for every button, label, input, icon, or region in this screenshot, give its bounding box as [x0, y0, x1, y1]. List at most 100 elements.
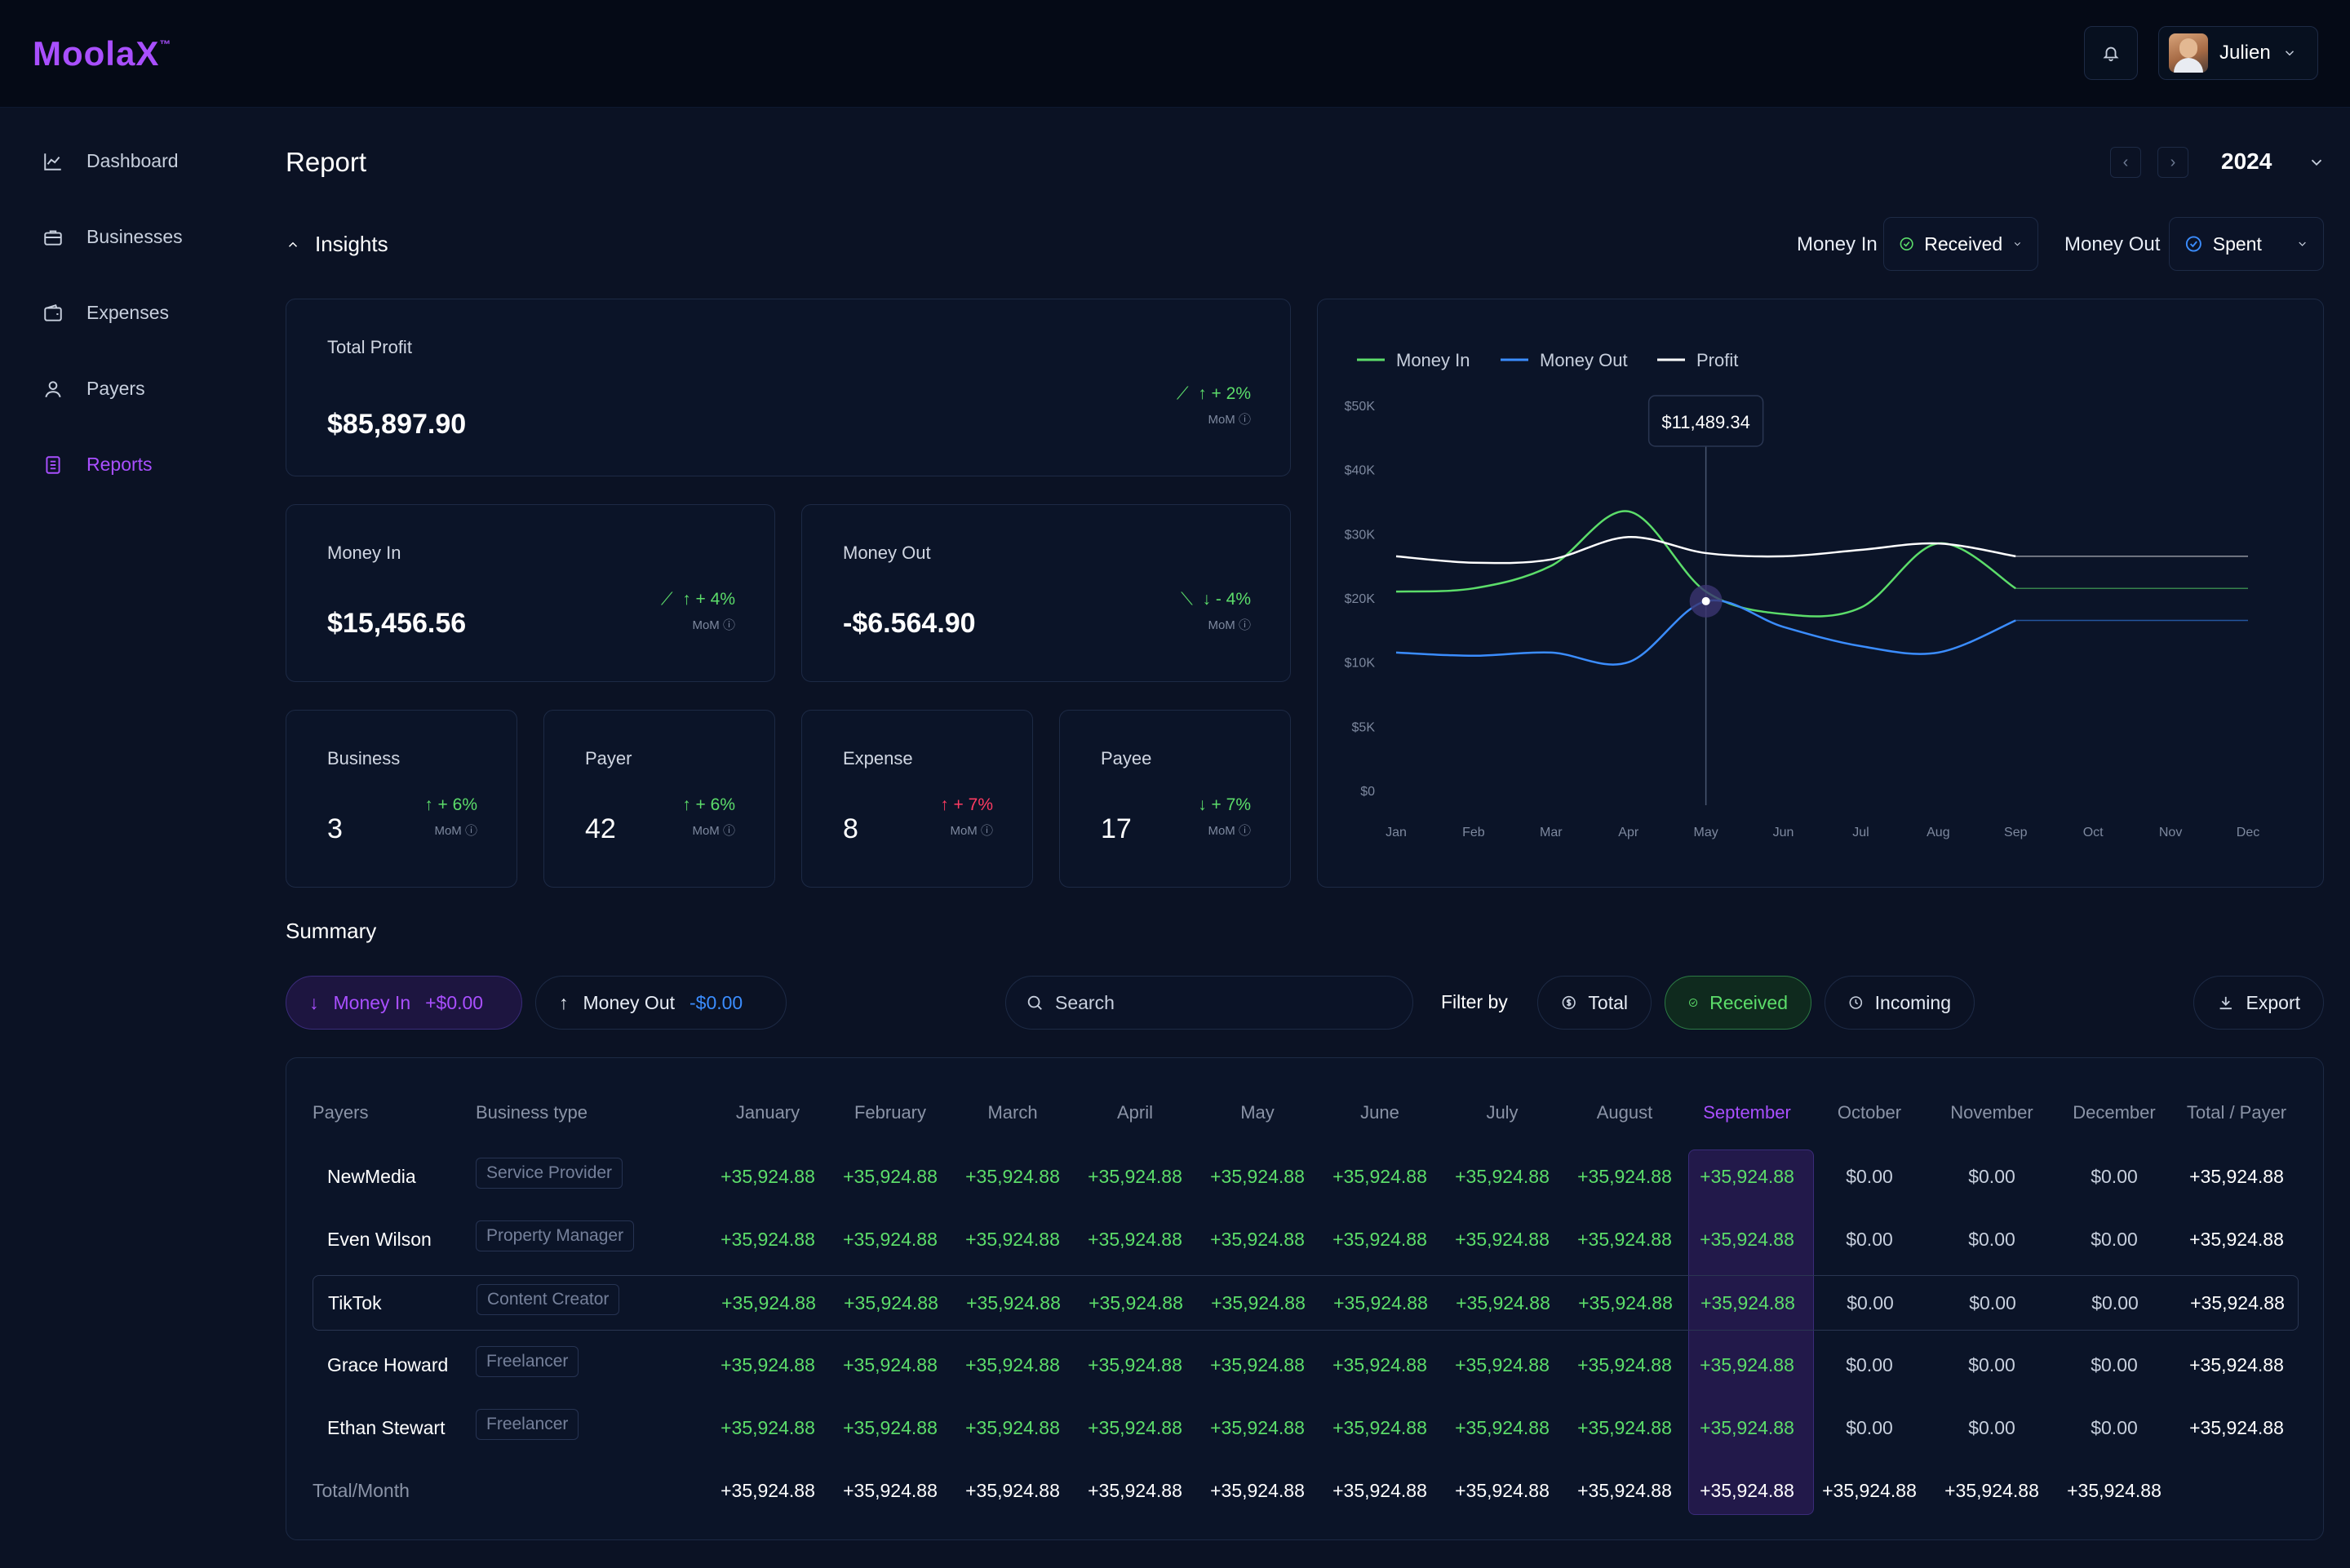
month-cell: +35,924.88	[843, 1354, 938, 1375]
brand-logo[interactable]: MoolaX™	[33, 34, 171, 73]
change-value: + 2%	[1211, 384, 1251, 403]
year-selector[interactable]: 2024	[2221, 148, 2272, 174]
filter-received[interactable]: Received	[1665, 976, 1811, 1030]
info-icon[interactable]: ⓘ	[1238, 618, 1251, 632]
footer-month-cell: +35,924.88	[843, 1480, 938, 1501]
tooltip-point[interactable]	[1701, 596, 1710, 605]
insights-toggle[interactable]: Insights	[286, 232, 388, 257]
month-cell: +35,924.88	[1700, 1229, 1794, 1250]
card-label: Payee	[1101, 748, 1152, 768]
y-tick-label: $40K	[1345, 464, 1376, 478]
filter-incoming[interactable]: Incoming	[1825, 976, 1975, 1030]
next-year-button[interactable]: ›	[2157, 147, 2188, 178]
business-type-tag: Content Creator	[477, 1284, 620, 1315]
total-cell: +35,924.88	[2189, 1166, 2284, 1187]
money-in-pill[interactable]: ↓ Money In +$0.00	[286, 976, 522, 1030]
month-cell: +35,924.88	[1332, 1417, 1427, 1438]
column-header-september[interactable]: September	[1703, 1102, 1791, 1123]
trend-up-icon: ⟋ ↑	[660, 590, 696, 609]
column-header-december[interactable]: December	[2073, 1102, 2156, 1123]
sidebar-item-dashboard[interactable]: Dashboard	[42, 150, 179, 172]
total-cell: +35,924.88	[2189, 1229, 2284, 1250]
card-value: $85,897.90	[327, 409, 467, 440]
info-icon[interactable]: ⓘ	[1238, 824, 1251, 838]
table-row[interactable]: Even Wilson Property Manager +35,924.88 +35…	[313, 1212, 2299, 1268]
footer-month-cell: +35,924.88	[1455, 1480, 1550, 1501]
sidebar-item-reports[interactable]: Reports	[42, 454, 153, 476]
total-profit-card: Total Profit $85,897.90 ⟋ ↑ + 2% MoM ⓘ	[286, 299, 1291, 476]
mom-label: MoM ⓘ	[1181, 616, 1251, 633]
filter-label: Received	[1709, 991, 1788, 1013]
card-value: 8	[843, 813, 858, 844]
info-icon[interactable]: ⓘ	[722, 824, 735, 838]
card-change: ↑ + 6% MoM ⓘ	[682, 795, 735, 839]
footer-month-cell: +35,924.88	[721, 1480, 815, 1501]
money-out-pill-label: Money Out	[583, 991, 676, 1013]
mom-text: MoM	[1208, 413, 1235, 427]
export-label: Export	[2246, 991, 2300, 1013]
tooltip-box	[1647, 395, 1764, 447]
card-value: -$6.564.90	[843, 608, 976, 639]
column-header-total-payer[interactable]: Total / Payer	[2186, 1102, 2287, 1123]
arrow-down-icon: ↓	[309, 991, 319, 1013]
money-line-chart[interactable]: Money In Money Out Profit $0 $5K $10K $20K $30K…	[1318, 299, 2325, 888]
payer-name: Grace Howard	[327, 1354, 449, 1375]
column-header-july[interactable]: July	[1486, 1102, 1519, 1123]
footer-month-cell: +35,924.88	[1210, 1480, 1305, 1501]
column-header-january[interactable]: January	[735, 1102, 800, 1123]
x-tick-label: Jul	[1852, 826, 1869, 839]
table-row[interactable]: Grace Howard Freelancer +35,924.88 +35,924.…	[313, 1338, 2299, 1393]
payer-name: Even Wilson	[327, 1229, 432, 1250]
change-value: + 6%	[437, 795, 477, 814]
sidebar-item-payers[interactable]: Payers	[42, 378, 145, 400]
table-row[interactable]: Ethan Stewart Freelancer +35,924.88 +35,924…	[313, 1401, 2299, 1456]
column-header-april[interactable]: April	[1116, 1102, 1153, 1123]
footer-month-cell: +35,924.88	[1577, 1480, 1672, 1501]
bell-icon	[2103, 47, 2119, 62]
prev-year-button[interactable]: ‹	[2110, 147, 2141, 178]
sidebar-item-expenses[interactable]: Expenses	[42, 302, 169, 324]
mom-label: MoM ⓘ	[661, 616, 735, 633]
september-column-highlight	[1688, 1149, 1814, 1515]
column-header-business-type[interactable]: Business type	[476, 1102, 588, 1123]
x-tick-label: Nov	[2159, 826, 2182, 839]
sidebar-item-label: Reports	[86, 454, 153, 475]
table-row[interactable]: TikTok Content Creator +35,924.88 +35,924.8…	[313, 1275, 2299, 1331]
column-header-march[interactable]: March	[987, 1102, 1038, 1123]
money-out-pill[interactable]: ↑ Money Out -$0.00	[535, 976, 787, 1030]
column-header-november[interactable]: November	[1950, 1102, 2033, 1123]
notifications-button[interactable]	[2084, 26, 2138, 80]
chevron-left-icon: ‹	[2122, 153, 2129, 171]
x-tick-label: Aug	[1927, 826, 1949, 839]
column-header-august[interactable]: August	[1596, 1102, 1653, 1123]
export-button[interactable]: Export	[2193, 976, 2324, 1030]
mom-text: MoM	[1208, 618, 1235, 632]
money-in-filter-dropdown[interactable]: Received	[1883, 217, 2038, 271]
chevron-down-icon[interactable]	[2308, 153, 2326, 171]
chevron-right-icon: ›	[2170, 153, 2176, 171]
column-header-may[interactable]: May	[1240, 1102, 1275, 1123]
change-value: + 7%	[1211, 795, 1251, 814]
filter-total[interactable]: Total	[1537, 976, 1652, 1030]
column-header-february[interactable]: February	[854, 1102, 927, 1123]
column-header-payers[interactable]: Payers	[313, 1102, 369, 1123]
search-input[interactable]: Search	[1005, 976, 1413, 1030]
payer-name: TikTok	[328, 1292, 382, 1313]
footer-month-cell: +35,924.88	[1332, 1480, 1427, 1501]
business-type-tag: Freelancer	[476, 1409, 579, 1440]
info-icon[interactable]: ⓘ	[980, 824, 993, 838]
footer-label: Total/Month	[313, 1480, 410, 1501]
info-icon[interactable]: ⓘ	[1238, 413, 1251, 427]
table-row[interactable]: NewMedia Service Provider +35,924.88 +35,92…	[313, 1149, 2299, 1205]
info-icon[interactable]: ⓘ	[464, 824, 477, 838]
user-menu[interactable]: Julien	[2158, 26, 2318, 80]
info-icon[interactable]: ⓘ	[722, 618, 735, 632]
sidebar-item-businesses[interactable]: Businesses	[42, 226, 183, 248]
money-out-filter-label: Money Out	[2064, 233, 2161, 255]
column-header-october[interactable]: October	[1837, 1102, 1902, 1123]
x-tick-label: Sep	[2004, 826, 2028, 839]
month-cell: +35,924.88	[1333, 1292, 1428, 1313]
money-out-filter-dropdown[interactable]: Spent	[2169, 217, 2324, 271]
column-header-june[interactable]: June	[1360, 1102, 1399, 1123]
expense-card: Expense 8 ↑ + 7% MoM ⓘ	[801, 710, 1033, 888]
